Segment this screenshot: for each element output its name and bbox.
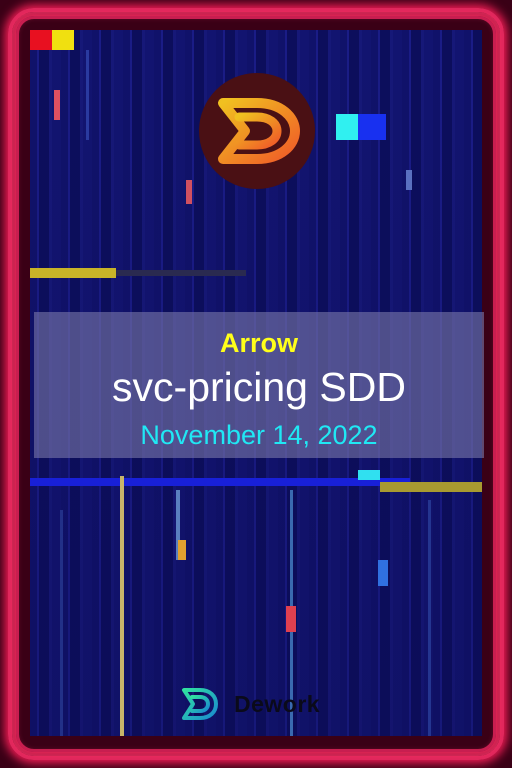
footer-brand: Dework <box>180 684 320 724</box>
title-banner: Arrow svc-pricing SDD November 14, 2022 <box>34 312 484 458</box>
glitch-bar-yellow <box>30 268 116 278</box>
dework-d-logo-icon <box>199 73 315 189</box>
glitch-dot-2 <box>378 560 388 586</box>
glitch-dot-4 <box>54 90 60 120</box>
glitch-block-yellow <box>52 30 74 50</box>
glitch-dot-5 <box>406 170 412 190</box>
glitch-dot-1 <box>178 540 186 560</box>
project-title: Arrow <box>219 328 298 358</box>
glitch-block-cyan <box>336 114 358 140</box>
glitch-line-1 <box>120 476 124 736</box>
document-date: November 14, 2022 <box>140 420 378 450</box>
glitch-dot-3 <box>286 606 296 632</box>
document-name: svc-pricing SDD <box>112 364 406 410</box>
glitch-bar-cyan <box>358 470 380 480</box>
glitch-bar-olive <box>380 482 482 492</box>
glitch-line-4 <box>86 50 89 140</box>
glitch-line-6 <box>428 500 431 736</box>
brand-name: Dework <box>234 690 321 717</box>
neon-inner-border <box>16 16 496 752</box>
neon-border <box>8 8 504 760</box>
glitch-bar-blue <box>30 478 410 486</box>
glitch-bar-dark <box>116 270 246 276</box>
dework-logo-icon <box>182 688 218 720</box>
glitch-dot-6 <box>186 180 192 204</box>
glitch-block-blue <box>358 114 386 140</box>
glitch-block-red <box>30 30 52 50</box>
glitch-line-5 <box>60 510 63 736</box>
glitch-line-3 <box>176 490 180 560</box>
